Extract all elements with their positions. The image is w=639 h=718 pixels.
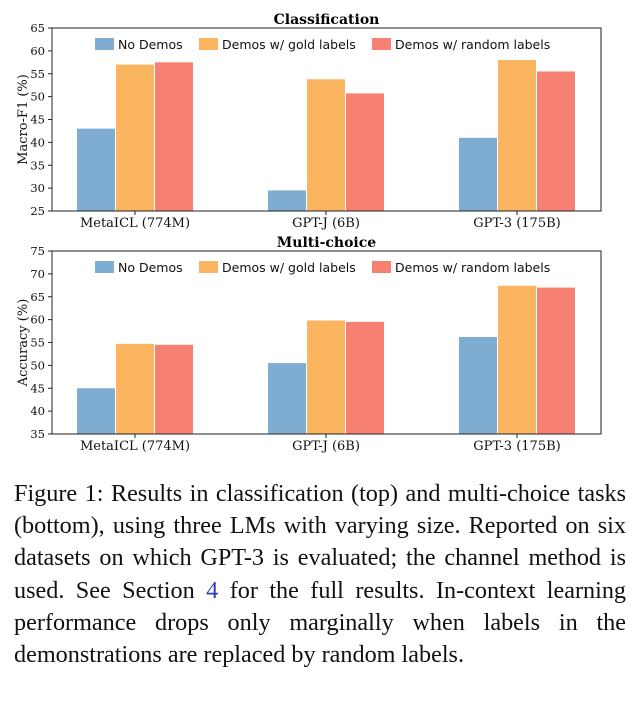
panel2-y-tick-label: 40	[30, 404, 45, 418]
panel2-bar-3-2	[346, 321, 384, 434]
panel2-y-axis-label: Accuracy (%)	[16, 299, 31, 388]
bar-charts: Classification 25 30 35 40 45 50 55 60 65 MetaICL …	[16, 12, 602, 454]
panel2-y-tick-label: 60	[30, 313, 45, 327]
panel1-x-tick-label: MetaICL (774M)	[80, 216, 190, 231]
panel1-y-axis-label: Macro-F1 (%)	[16, 74, 31, 165]
panel2-legend-swatch-1	[95, 261, 114, 273]
panel2-x-tick-label: MetaICL (774M)	[80, 439, 190, 454]
panel1-bar-2-1	[116, 64, 154, 211]
panel1-bar-3-1	[155, 62, 193, 211]
panel1-x-tick-label: GPT-3 (175B)	[473, 216, 560, 231]
panel2-y-tick-label: 35	[30, 427, 45, 441]
panel2-bar-2-2	[307, 320, 345, 434]
caption-text-end: for the full results. In-context learnin…	[14, 576, 627, 669]
panel1-legend-label-2: Demos w/ gold labels	[222, 37, 356, 52]
panel2-y-tick-label: 75	[30, 244, 45, 258]
panel2-bar-3-3	[537, 287, 575, 434]
figure: Classification 25 30 35 40 45 50 55 60 65 MetaICL …	[16, 12, 602, 454]
panel2-bar-2-1	[116, 343, 154, 434]
panel1-bar-1-3	[459, 137, 497, 211]
panel1-bar-1-2	[268, 190, 306, 211]
panel2-legend-label-3: Demos w/ random labels	[395, 260, 550, 275]
panel1-y-tick-label: 60	[30, 44, 45, 58]
panel2-bar-1-3	[459, 337, 497, 434]
panel1-bar-2-3	[498, 60, 536, 212]
panel2-legend-label-1: No Demos	[118, 260, 183, 275]
panel2-legend-swatch-2	[199, 261, 218, 273]
panel1-y-tick-label: 25	[30, 204, 45, 218]
panel1-chart-title: Classification	[274, 12, 380, 28]
panel2-bar-1-2	[268, 363, 306, 434]
panel1-y-tick-label: 40	[30, 135, 45, 149]
panel1-y-tick-label: 50	[30, 90, 45, 104]
panel1-y-tick-label: 45	[30, 113, 45, 127]
panel2-y-tick-label: 65	[30, 290, 45, 304]
panel2-y-tick-label: 50	[30, 358, 45, 372]
panel1-bar-1-1	[77, 128, 115, 211]
panel2-y-tick-label: 45	[30, 381, 45, 395]
figure-caption: Figure 1: Results in classification (top…	[14, 478, 626, 671]
panel2-y-tick-label: 55	[30, 336, 45, 350]
panel2-chart-title: Multi-choice	[277, 235, 376, 251]
panel1-y-tick-label: 65	[30, 21, 45, 35]
panel2-bar-2-3	[498, 285, 536, 434]
caption-text: Results in classification (top) and mult…	[14, 480, 627, 604]
panel1-legend-label-1: No Demos	[118, 37, 183, 52]
panel1-y-tick-label: 30	[30, 181, 45, 195]
panel1-legend-label-3: Demos w/ random labels	[395, 37, 550, 52]
panel1-bar-3-3	[537, 71, 575, 212]
panel2-legend-label-2: Demos w/ gold labels	[222, 260, 356, 275]
section-link[interactable]: 4	[206, 576, 219, 604]
panel2-legend-swatch-3	[372, 261, 391, 273]
caption-label: Figure 1:	[14, 480, 104, 507]
panel2-bar-3-1	[155, 344, 193, 434]
panel1-y-tick-label: 55	[30, 67, 45, 81]
panel2-bar-1-1	[77, 388, 115, 434]
panel1-x-tick-label: GPT-J (6B)	[292, 216, 360, 231]
panel2-y-tick-label: 70	[30, 267, 45, 281]
panel1-bar-2-2	[307, 79, 345, 212]
panel2-x-tick-label: GPT-3 (175B)	[473, 439, 560, 454]
panel2-x-tick-label: GPT-J (6B)	[292, 439, 360, 454]
panel1-legend-swatch-2	[199, 38, 218, 50]
panel1-legend-swatch-3	[372, 38, 391, 50]
panel1-y-tick-label: 35	[30, 158, 45, 172]
panel1-bar-3-2	[346, 93, 384, 211]
panel1-legend-swatch-1	[95, 38, 114, 50]
